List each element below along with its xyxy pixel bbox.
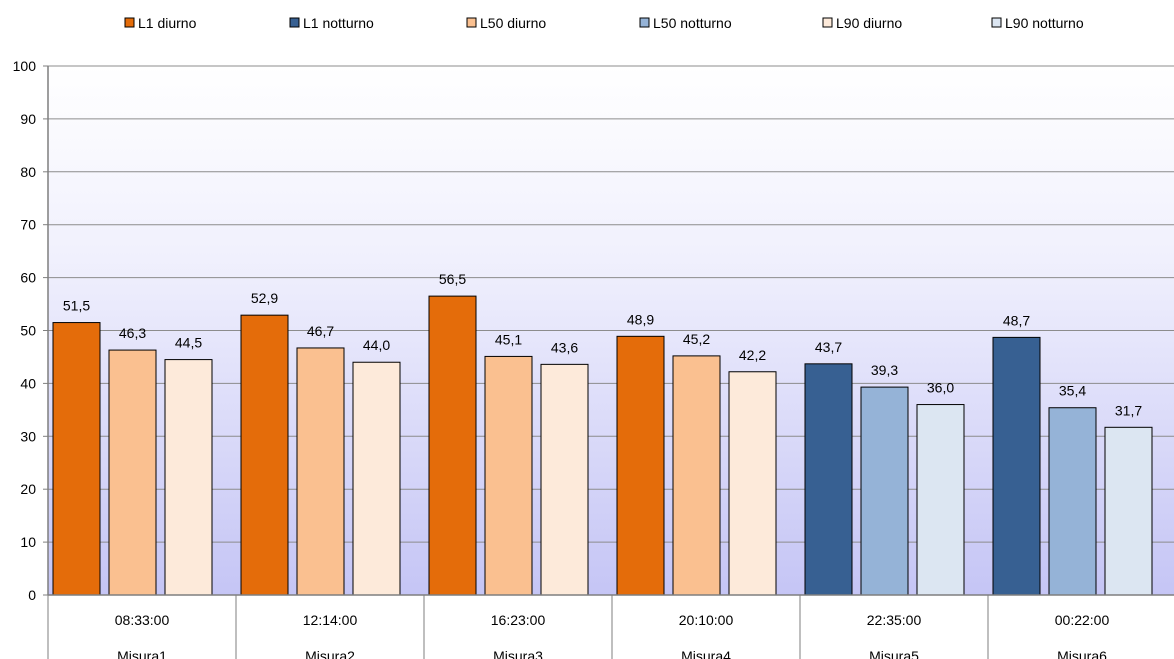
bar-l50-notturno-misura6 xyxy=(1048,407,1097,596)
bar-l50-diurno-misura1 xyxy=(108,349,157,596)
data-label-l50-notturno-misura5: 39,3 xyxy=(871,362,898,378)
legend-label-l90-diurno: L90 diurno xyxy=(836,15,902,31)
legend-swatch-l1-diurno xyxy=(124,17,135,28)
data-label-l90-diurno-misura4: 42,2 xyxy=(739,347,766,363)
legend-swatch-l50-diurno xyxy=(466,17,477,28)
data-label-l1-diurno-misura1: 51,5 xyxy=(63,298,90,314)
y-tick-label: 90 xyxy=(20,111,36,127)
data-label-l50-diurno-misura2: 46,7 xyxy=(307,323,334,339)
bar-l1-diurno-misura1 xyxy=(52,322,101,596)
x-tick-label-time: 12:14:00 xyxy=(303,612,358,628)
bar-l50-diurno-misura3 xyxy=(484,355,533,596)
legend-swatch-l90-diurno xyxy=(822,17,833,28)
x-tick-label-name: Misura5 xyxy=(869,648,919,659)
bar-l1-notturno-misura5 xyxy=(804,363,853,596)
x-tick-label-time: 22:35:00 xyxy=(867,612,922,628)
bar-l90-notturno-misura6 xyxy=(1104,426,1153,596)
y-tick-label: 20 xyxy=(20,481,36,497)
y-tick-label: 10 xyxy=(20,534,36,550)
bar-l90-diurno-misura4 xyxy=(728,371,777,596)
y-tick-label: 0 xyxy=(28,587,36,603)
x-tick-label-name: Misura1 xyxy=(117,648,167,659)
data-label-l1-notturno-misura6: 48,7 xyxy=(1003,312,1030,328)
legend-swatch-l90-notturno xyxy=(991,17,1002,28)
data-label-l50-notturno-misura6: 35,4 xyxy=(1059,383,1086,399)
y-tick-label: 40 xyxy=(20,375,36,391)
x-tick-label-time: 08:33:00 xyxy=(115,612,170,628)
y-tick-label: 30 xyxy=(20,428,36,444)
y-tick-label: 80 xyxy=(20,164,36,180)
bar-l90-diurno-misura2 xyxy=(352,361,401,596)
x-tick-label-name: Misura6 xyxy=(1057,648,1107,659)
legend-label-l1-notturno: L1 notturno xyxy=(303,15,374,31)
legend-label-l90-notturno: L90 notturno xyxy=(1005,15,1084,31)
bar-l1-diurno-misura2 xyxy=(240,314,289,596)
data-label-l1-diurno-misura4: 48,9 xyxy=(627,311,654,327)
x-tick-label-name: Misura3 xyxy=(493,648,543,659)
bar-l50-notturno-misura5 xyxy=(860,386,909,596)
bar-l1-diurno-misura3 xyxy=(428,295,477,596)
bar-l90-notturno-misura5 xyxy=(916,404,965,596)
x-tick-label-time: 20:10:00 xyxy=(679,612,734,628)
bar-l90-diurno-misura3 xyxy=(540,363,589,596)
data-label-l1-diurno-misura2: 52,9 xyxy=(251,290,278,306)
y-tick-label: 60 xyxy=(20,270,36,286)
data-label-l50-diurno-misura1: 46,3 xyxy=(119,325,146,341)
y-tick-label: 100 xyxy=(13,58,37,74)
legend-label-l1-diurno: L1 diurno xyxy=(138,15,197,31)
x-tick-label-name: Misura2 xyxy=(305,648,355,659)
bar-l1-diurno-misura4 xyxy=(616,335,665,596)
legend-swatch-l50-notturno xyxy=(639,17,650,28)
bar-l90-diurno-misura1 xyxy=(164,359,213,596)
legend-label-l50-diurno: L50 diurno xyxy=(480,15,546,31)
legend-swatch-l1-notturno xyxy=(289,17,300,28)
data-label-l90-diurno-misura2: 44,0 xyxy=(363,337,390,353)
data-label-l1-notturno-misura5: 43,7 xyxy=(815,339,842,355)
data-label-l1-diurno-misura3: 56,5 xyxy=(439,271,466,287)
data-label-l90-diurno-misura3: 43,6 xyxy=(551,339,578,355)
data-label-l90-diurno-misura1: 44,5 xyxy=(175,335,202,351)
data-label-l50-diurno-misura3: 45,1 xyxy=(495,331,522,347)
data-label-l90-notturno-misura6: 31,7 xyxy=(1115,402,1142,418)
x-tick-label-time: 00:22:00 xyxy=(1055,612,1110,628)
legend-label-l50-notturno: L50 notturno xyxy=(653,15,732,31)
y-tick-label: 50 xyxy=(20,323,36,339)
data-label-l50-diurno-misura4: 45,2 xyxy=(683,331,710,347)
data-label-l90-notturno-misura5: 36,0 xyxy=(927,380,954,396)
x-tick-label-name: Misura4 xyxy=(681,648,731,659)
bar-l50-diurno-misura4 xyxy=(672,355,721,596)
bar-l1-notturno-misura6 xyxy=(992,336,1041,596)
y-tick-label: 70 xyxy=(20,217,36,233)
bar-l50-diurno-misura2 xyxy=(296,347,345,596)
x-tick-label-time: 16:23:00 xyxy=(491,612,546,628)
